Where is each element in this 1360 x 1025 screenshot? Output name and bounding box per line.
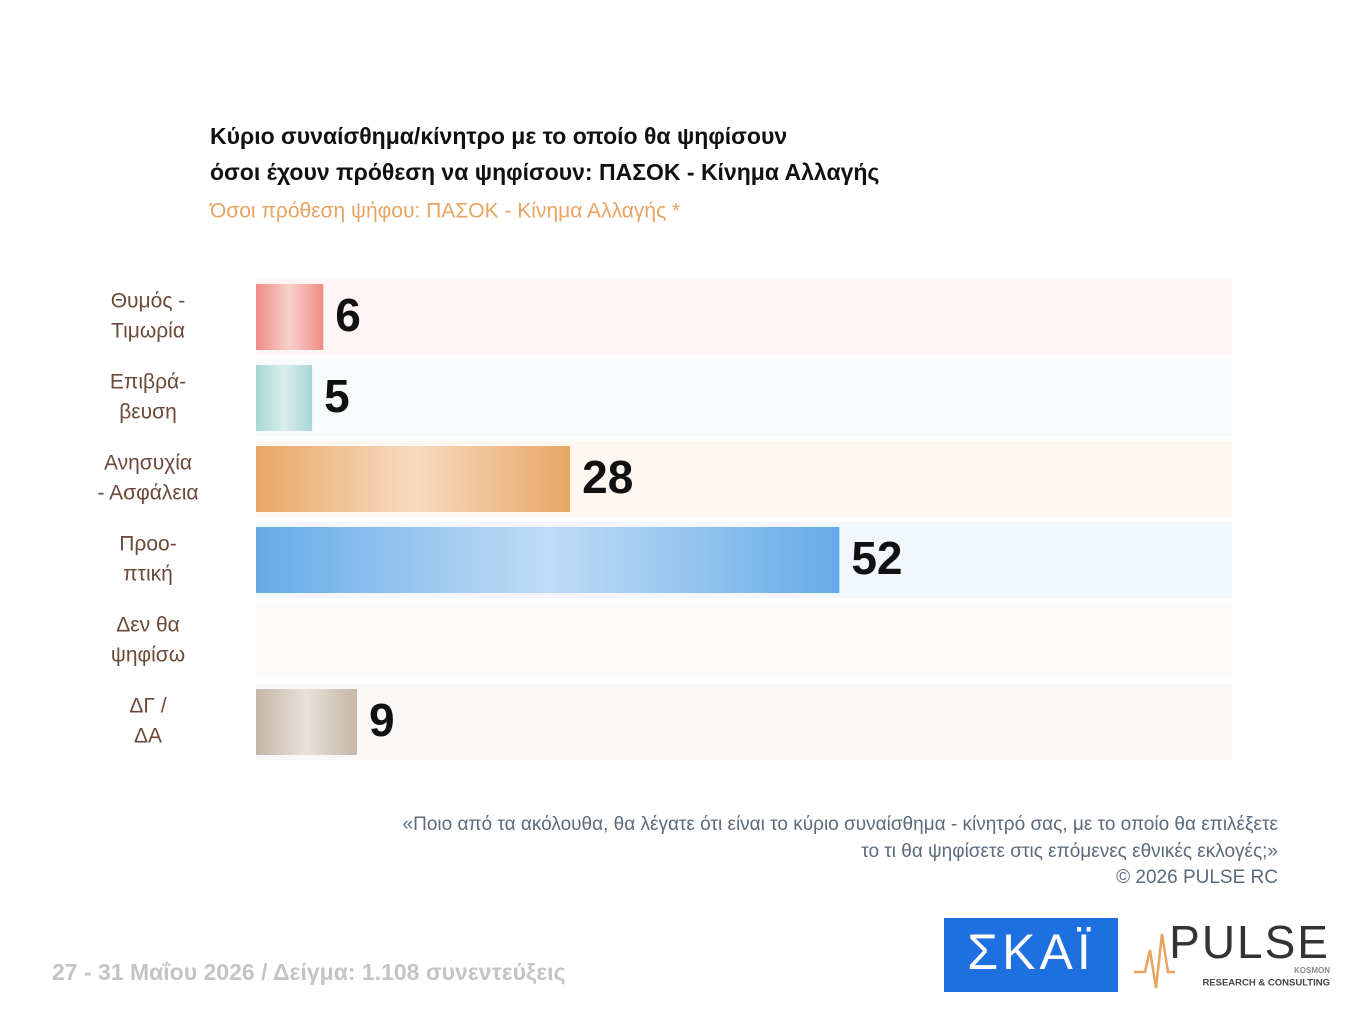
- category-label: ΔΓ /: [129, 695, 166, 718]
- category-label: Θυμός -: [111, 290, 186, 313]
- category-label: Επιβρά-: [110, 371, 186, 394]
- category-label: ΔΑ: [134, 725, 162, 748]
- skai-logo-text: ΣΚΑΪ: [967, 924, 1095, 980]
- row-background: [256, 603, 1232, 679]
- category-label: Προο-: [119, 533, 176, 556]
- category-label: - Ασφάλεια: [97, 482, 198, 505]
- skai-logo: [944, 918, 1118, 992]
- value-label: 9: [369, 694, 395, 746]
- category-label: Ανησυχία: [104, 452, 192, 475]
- category-label: βευση: [119, 401, 177, 424]
- note: «Ποιο από τα ακόλουθα, θα λέγατε ότι είν…: [403, 814, 1279, 835]
- copyright: © 2026 PULSE RC: [1116, 867, 1278, 888]
- bar: [256, 365, 313, 431]
- category-label: πτική: [123, 563, 173, 586]
- note: το τι θα ψηφίσετε στις επόμενες εθνικές …: [861, 841, 1278, 862]
- chart-subtitle: Όσοι πρόθεση ψήφου: ΠΑΣΟΚ - Κίνημα Αλλαγ…: [209, 200, 680, 223]
- row-background: [256, 360, 1232, 436]
- value-label: 6: [335, 289, 361, 341]
- value-label: 28: [582, 451, 633, 503]
- chart-title: Κύριο συναίσθημα/κίνητρο με το οποίο θα …: [210, 123, 787, 149]
- category-label: Τιμωρία: [111, 320, 185, 343]
- chart-title: όσοι έχουν πρόθεση να ψηφίσουν: ΠΑΣΟΚ - …: [210, 159, 879, 185]
- bar: [256, 284, 324, 350]
- pulse-logo-wave: [1134, 933, 1175, 989]
- value-label: 5: [324, 370, 350, 422]
- pulse-logo-sub: RESEARCH & CONSULTING: [1202, 978, 1330, 989]
- bar: [256, 689, 357, 755]
- bar: [256, 527, 840, 593]
- row-background: [256, 684, 1232, 760]
- category-label: Δεν θα: [116, 614, 180, 637]
- value-label: 52: [851, 532, 902, 584]
- row-background: [256, 279, 1232, 355]
- category-label: ψηφίσω: [111, 644, 185, 667]
- footer: 27 - 31 Μαΐου 2026 / Δείγμα: 1.108 συνεν…: [52, 959, 566, 985]
- pulse-logo-tag: KOSMON: [1294, 966, 1330, 975]
- pulse-logo-text: PULSE: [1169, 916, 1330, 968]
- bar: [256, 446, 571, 512]
